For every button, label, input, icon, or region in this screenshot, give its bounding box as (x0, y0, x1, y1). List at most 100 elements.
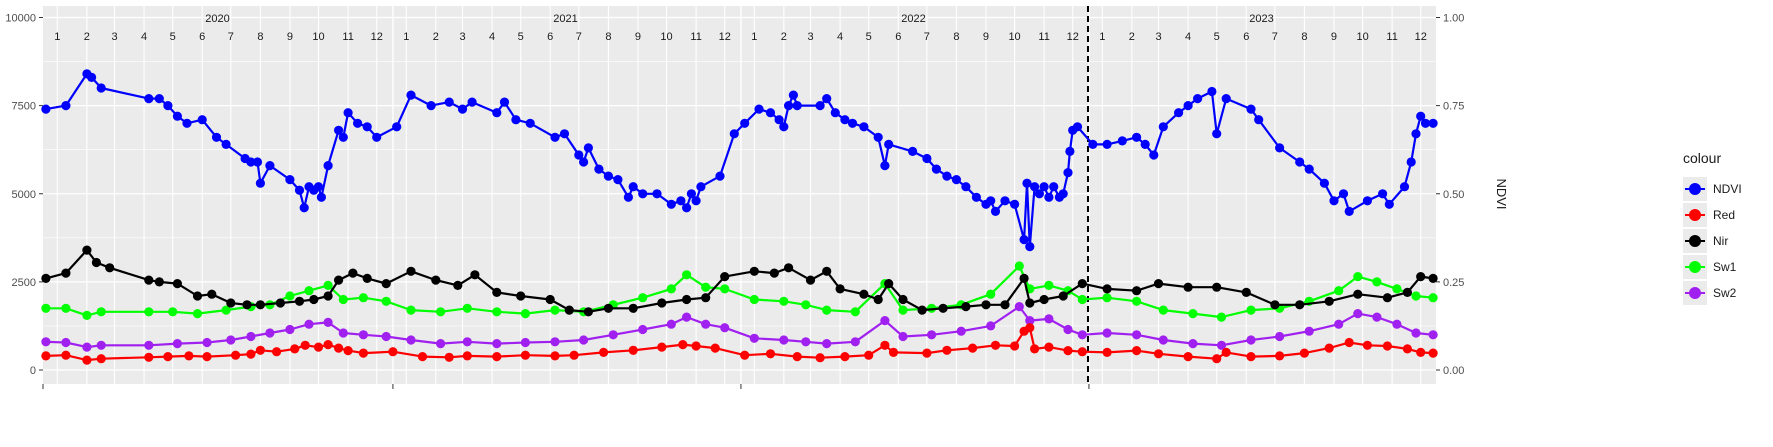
data-point-red (1077, 347, 1087, 357)
data-point-nir (1000, 300, 1010, 310)
legend-title: colour (1683, 150, 1722, 166)
data-point-ndvi (774, 115, 784, 125)
month-label: 10 (660, 31, 672, 43)
data-point-sw2 (304, 319, 314, 329)
month-label: 8 (605, 31, 611, 43)
legend-item-red: Red (1683, 202, 1773, 228)
data-point-ndvi (1378, 189, 1388, 199)
data-point-ndvi (265, 161, 275, 171)
data-point-ndvi (638, 189, 648, 199)
data-point-ndvi (1102, 139, 1112, 149)
data-point-ndvi (666, 199, 676, 209)
data-point-ndvi (754, 104, 764, 114)
data-point-ndvi (729, 129, 739, 139)
data-point-sw2 (1158, 335, 1168, 345)
data-point-ndvi (594, 164, 604, 174)
data-point-ndvi (922, 153, 932, 164)
data-point-ndvi (1117, 136, 1127, 146)
data-point-red (1246, 352, 1256, 362)
data-point-ndvi (338, 132, 348, 142)
data-point-sw2 (608, 330, 618, 340)
data-point-sw1 (1428, 293, 1438, 303)
data-point-nir (144, 275, 154, 285)
data-point-nir (981, 300, 991, 310)
data-point-ndvi (96, 83, 106, 93)
legend-label-sw2: Sw2 (1713, 286, 1737, 300)
month-label: 11 (1038, 31, 1049, 43)
data-point-red (740, 350, 750, 360)
data-point-ndvi (990, 206, 1001, 216)
data-point-sw1 (1158, 305, 1168, 315)
data-point-red (1221, 347, 1231, 357)
data-point-red (144, 352, 154, 362)
data-point-red (492, 352, 502, 362)
data-point-ndvi (467, 97, 477, 107)
data-point-ndvi (1183, 101, 1193, 111)
data-point-red (1010, 341, 1020, 351)
data-point-sw1 (666, 284, 676, 294)
data-point-nir (1132, 286, 1142, 296)
month-label: 1 (1099, 31, 1105, 43)
data-point-red (41, 351, 51, 361)
data-point-red (96, 354, 106, 364)
data-point-ndvi (1044, 192, 1054, 202)
month-label: 2 (1129, 31, 1135, 43)
data-point-ndvi (822, 94, 832, 104)
data-point-ndvi (908, 146, 918, 156)
data-point-red (444, 352, 454, 362)
data-point-ndvi (1411, 129, 1421, 139)
data-point-ndvi (252, 157, 263, 167)
data-point-nir (1025, 298, 1035, 308)
month-label: 2 (84, 31, 90, 43)
data-point-ndvi (1428, 118, 1438, 128)
data-point-nir (720, 272, 730, 282)
year-label: 2022 (901, 13, 925, 25)
data-point-red (323, 340, 333, 350)
data-point-ndvi (652, 189, 662, 199)
data-point-sw2 (1246, 335, 1256, 345)
data-point-ndvi (1362, 196, 1372, 206)
data-point-ndvi (1058, 189, 1068, 199)
data-point-red (1344, 337, 1354, 348)
data-point-nir (362, 273, 372, 283)
data-point-sw1 (1132, 296, 1142, 306)
data-point-nir (516, 291, 526, 301)
data-point-ndvi (41, 104, 51, 114)
data-point-ndvi (830, 108, 840, 118)
legend-key-red (1683, 203, 1707, 227)
data-point-sw1 (986, 289, 996, 299)
data-point-sw2 (202, 337, 212, 348)
data-point-nir (1428, 273, 1438, 283)
data-point-nir (784, 263, 794, 273)
legend-item-sw2: Sw2 (1683, 280, 1773, 306)
month-label: 4 (837, 31, 843, 43)
data-point-nir (1077, 279, 1087, 289)
data-point-ndvi (559, 129, 570, 139)
data-point-nir (41, 273, 51, 283)
data-point-ndvi (574, 150, 584, 160)
data-point-red (942, 345, 952, 355)
legend-item-nir: Nir (1683, 228, 1773, 254)
data-point-sw2 (986, 321, 996, 331)
data-point-ndvi (1329, 196, 1339, 206)
data-point-sw2 (1304, 326, 1314, 336)
month-label: 5 (1214, 31, 1220, 43)
data-point-ndvi (316, 192, 326, 202)
data-point-sw1 (801, 300, 811, 310)
data-point-nir (1416, 272, 1426, 282)
y-left-tick-label: 10000 (5, 13, 36, 25)
data-point-sw2 (436, 339, 446, 349)
legend-label-ndvi: NDVI (1713, 182, 1742, 196)
data-point-red (922, 348, 932, 358)
data-point-ndvi (971, 192, 982, 202)
data-point-red (888, 347, 899, 357)
data-point-red (313, 342, 324, 352)
data-point-red (417, 352, 428, 362)
data-point-ndvi (765, 108, 776, 118)
data-point-red (678, 340, 688, 350)
data-point-nir (1102, 284, 1112, 294)
data-point-sw1 (406, 305, 416, 315)
data-point-nir (453, 280, 463, 290)
data-point-sw2 (1014, 302, 1024, 312)
data-point-ndvi (499, 97, 510, 107)
